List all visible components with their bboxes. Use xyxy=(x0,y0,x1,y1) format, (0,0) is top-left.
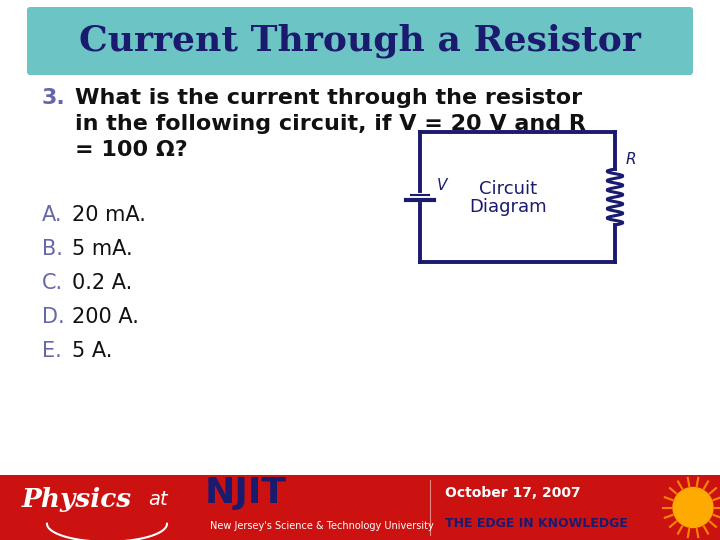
Text: E.: E. xyxy=(42,341,62,361)
Text: What is the current through the resistor: What is the current through the resistor xyxy=(75,88,582,108)
Text: V: V xyxy=(437,178,447,192)
Text: NJIT: NJIT xyxy=(205,476,287,510)
Circle shape xyxy=(673,488,713,528)
Text: Diagram: Diagram xyxy=(469,198,546,216)
Text: in the following circuit, if V = 20 V and R: in the following circuit, if V = 20 V an… xyxy=(75,114,586,134)
Text: 0.2 A.: 0.2 A. xyxy=(72,273,132,293)
Text: 3.: 3. xyxy=(42,88,66,108)
Text: 5 mA.: 5 mA. xyxy=(72,239,132,259)
Text: B.: B. xyxy=(42,239,63,259)
Text: D.: D. xyxy=(42,307,65,327)
Text: A.: A. xyxy=(42,205,63,225)
Bar xyxy=(0,475,720,540)
Text: 5 A.: 5 A. xyxy=(72,341,112,361)
Text: October 17, 2007: October 17, 2007 xyxy=(445,486,580,500)
Text: Circuit: Circuit xyxy=(479,180,537,198)
Text: Physics: Physics xyxy=(22,487,132,512)
Text: = 100 Ω?: = 100 Ω? xyxy=(75,140,188,160)
Text: 200 A.: 200 A. xyxy=(72,307,139,327)
Text: Current Through a Resistor: Current Through a Resistor xyxy=(79,24,641,58)
Text: THE EDGE IN KNOWLEDGE: THE EDGE IN KNOWLEDGE xyxy=(445,517,628,530)
Text: at: at xyxy=(148,490,168,509)
Text: New Jersey's Science & Technology University: New Jersey's Science & Technology Univer… xyxy=(210,521,433,531)
Text: 20 mA.: 20 mA. xyxy=(72,205,146,225)
FancyBboxPatch shape xyxy=(27,7,693,75)
Text: C.: C. xyxy=(42,273,63,293)
Text: R: R xyxy=(626,152,636,167)
